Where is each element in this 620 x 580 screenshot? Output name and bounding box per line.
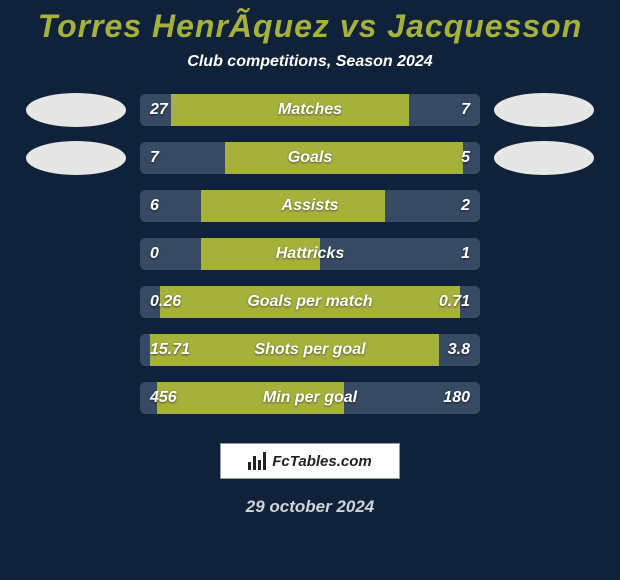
- comparison-row: 456180Min per goal: [0, 381, 620, 415]
- stat-bar: 0.26 0.71Goals per match: [140, 286, 480, 318]
- date-label: 29 october 2024: [0, 497, 620, 517]
- chart-icon: [248, 452, 266, 470]
- stat-bar: 277Matches: [140, 94, 480, 126]
- value-right: 7: [461, 94, 470, 126]
- stat-bar: 01Hattricks: [140, 238, 480, 270]
- value-right: 5: [461, 142, 470, 174]
- value-left: 7: [150, 142, 159, 174]
- metric-label: Shots per goal: [140, 334, 480, 366]
- comparison-rows: 277Matches75Goals62Assists01Hattricks0.2…: [0, 93, 620, 415]
- value-left: 15.71: [150, 334, 190, 366]
- value-left: 0.26: [150, 286, 181, 318]
- value-right: 3.8: [448, 334, 470, 366]
- player-right-avatar: [494, 141, 594, 175]
- value-right: 0.71: [439, 286, 470, 318]
- comparison-row: 15.71 3.8Shots per goal: [0, 333, 620, 367]
- value-right: 180: [443, 382, 470, 414]
- player-right-avatar: [494, 93, 594, 127]
- page-title: Torres HenrÃ­quez vs Jacquesson: [0, 8, 620, 45]
- player-left-avatar: [26, 141, 126, 175]
- subtitle: Club competitions, Season 2024: [0, 53, 620, 71]
- value-right: 2: [461, 190, 470, 222]
- player-left-avatar: [26, 93, 126, 127]
- comparison-card: Torres HenrÃ­quez vs Jacquesson Club com…: [0, 0, 620, 580]
- comparison-row: 277Matches: [0, 93, 620, 127]
- fill-right: [320, 238, 480, 270]
- fill-left: [140, 334, 150, 366]
- value-left: 6: [150, 190, 159, 222]
- comparison-row: 0.26 0.71Goals per match: [0, 285, 620, 319]
- value-right: 1: [461, 238, 470, 270]
- stat-bar: 15.71 3.8Shots per goal: [140, 334, 480, 366]
- watermark-text: FcTables.com: [272, 453, 371, 470]
- watermark-badge: FcTables.com: [220, 443, 400, 479]
- comparison-row: 75Goals: [0, 141, 620, 175]
- stat-bar: 62Assists: [140, 190, 480, 222]
- comparison-row: 62Assists: [0, 189, 620, 223]
- comparison-row: 01Hattricks: [0, 237, 620, 271]
- value-left: 0: [150, 238, 159, 270]
- value-left: 27: [150, 94, 168, 126]
- value-left: 456: [150, 382, 177, 414]
- stat-bar: 75Goals: [140, 142, 480, 174]
- stat-bar: 456180Min per goal: [140, 382, 480, 414]
- metric-label: Goals per match: [140, 286, 480, 318]
